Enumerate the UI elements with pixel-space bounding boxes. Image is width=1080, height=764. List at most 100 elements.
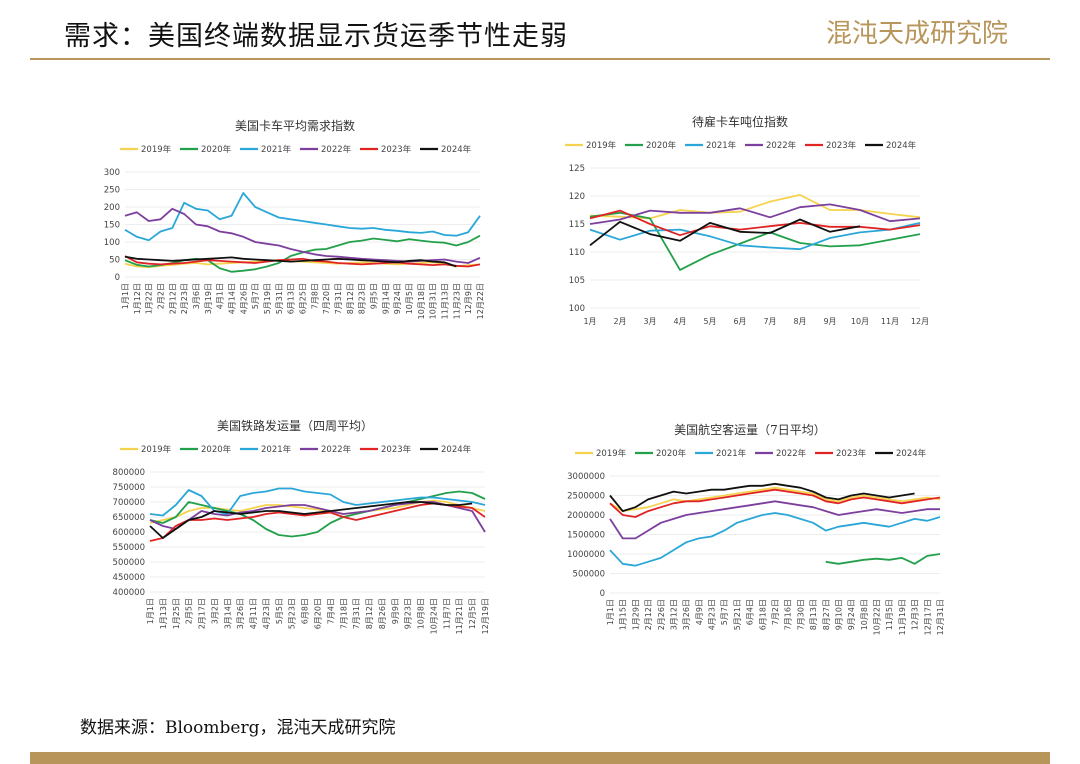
y-tick-label: 400000 xyxy=(113,588,145,598)
y-tick-label: 1500000 xyxy=(567,531,605,541)
y-tick-label: 800000 xyxy=(113,468,145,478)
legend-label: 2023年 xyxy=(826,140,857,151)
legend-label: 2023年 xyxy=(381,144,412,155)
series-line-2021年 xyxy=(149,487,486,517)
y-tick-label: 115 xyxy=(569,220,585,230)
y-tick-label: 125 xyxy=(569,164,585,174)
x-tick-label: 12月22日 xyxy=(476,283,485,319)
air-passenger-chart: 美国航空客运量（7日平均） 2019年 2020年 2021年 2022年 2023年 20… xyxy=(550,416,950,646)
y-tick-label: 105 xyxy=(569,276,585,286)
x-tick-label: 5月21日 xyxy=(733,599,742,630)
footer-bar xyxy=(30,752,1050,764)
brand-logo: 混沌天成研究院 xyxy=(826,19,1008,49)
x-tick-label: 3月12日 xyxy=(669,599,678,630)
series-line-2024年 xyxy=(609,482,915,512)
x-tick-label: 3月19日 xyxy=(204,283,213,314)
x-tick-label: 1月12日 xyxy=(133,283,142,314)
legend-label: 2020年 xyxy=(656,448,687,459)
x-tick-label: 5月23日 xyxy=(288,598,297,629)
chart-title: 美国航空客运量（7日平均） xyxy=(674,422,826,437)
page-title: 需求：美国终端数据显示货运季节性走弱 xyxy=(64,21,568,52)
y-tick-label: 2500000 xyxy=(567,492,605,502)
x-tick-label: 9月10日 xyxy=(834,599,843,630)
x-tick-label: 4月9日 xyxy=(695,599,704,625)
x-tick-label: 2月5日 xyxy=(185,598,194,624)
x-tick-label: 11月5日 xyxy=(885,599,894,630)
x-tick-label: 6月4日 xyxy=(746,599,755,625)
x-tick-label: 9月24日 xyxy=(847,599,856,630)
legend-label: 2022年 xyxy=(321,444,352,455)
y-tick-label: 110 xyxy=(569,248,585,258)
x-tick-label: 11月21日 xyxy=(455,598,464,634)
x-tick-label: 7月 xyxy=(763,317,776,326)
x-tick-label: 10月31日 xyxy=(429,283,438,319)
x-tick-label: 1月1日 xyxy=(146,598,155,624)
series-line-2020年 xyxy=(825,553,941,565)
x-tick-label: 1月1日 xyxy=(121,283,130,309)
x-tick-label: 8月 xyxy=(793,317,806,326)
series-line-2022年 xyxy=(589,203,921,225)
y-tick-label: 500000 xyxy=(573,570,605,580)
x-tick-label: 9月5日 xyxy=(370,283,379,309)
x-tick-label: 10月18日 xyxy=(417,283,426,319)
legend-label: 2019年 xyxy=(141,144,172,155)
y-tick-label: 600000 xyxy=(113,528,145,538)
x-tick-label: 3月26日 xyxy=(682,599,691,630)
x-tick-label: 3月 xyxy=(643,317,656,326)
x-tick-label: 2月26日 xyxy=(657,599,666,630)
chart-title: 待雇卡车吨位指数 xyxy=(692,114,788,129)
x-tick-label: 6月20日 xyxy=(314,598,323,629)
legend-label: 2020年 xyxy=(201,144,232,155)
legend-label: 2019年 xyxy=(586,140,617,151)
x-tick-label: 2月12日 xyxy=(644,599,653,630)
y-tick-label: 500000 xyxy=(113,558,145,568)
series-line-2024年 xyxy=(149,501,473,539)
legend-label: 2021年 xyxy=(716,448,747,459)
x-tick-label: 8月23日 xyxy=(358,283,367,314)
x-tick-label: 7月4日 xyxy=(326,598,335,624)
x-tick-label: 11月7日 xyxy=(442,598,451,629)
series-line-2019年 xyxy=(609,486,941,512)
header-divider xyxy=(30,58,1050,60)
truck-tonnage-chart: 待雇卡车吨位指数 2019年 2020年 2021年 2022年 2023年 2024年 12… xyxy=(540,108,940,338)
legend-label: 2022年 xyxy=(776,448,807,459)
x-tick-label: 12月 xyxy=(911,317,929,326)
x-tick-label: 1月29日 xyxy=(631,599,640,630)
series-line-2024年 xyxy=(124,255,457,268)
x-tick-label: 9月24日 xyxy=(393,283,402,314)
y-tick-label: 250 xyxy=(104,186,120,196)
series-line-2020年 xyxy=(124,234,481,273)
x-tick-label: 4月11日 xyxy=(249,598,258,629)
x-tick-label: 2月 xyxy=(613,317,626,326)
x-tick-label: 12月9日 xyxy=(464,283,473,314)
x-tick-label: 5月7日 xyxy=(251,283,260,309)
series-line-2020年 xyxy=(589,211,921,271)
y-tick-label: 100 xyxy=(104,238,120,248)
x-tick-label: 1月 xyxy=(583,317,596,326)
x-tick-label: 4月14日 xyxy=(228,283,237,314)
series-line-2022年 xyxy=(149,501,486,533)
x-tick-label: 2月17日 xyxy=(198,598,207,629)
x-tick-label: 6月13日 xyxy=(287,283,296,314)
legend-label: 2020年 xyxy=(646,140,677,151)
chart-title: 美国铁路发运量（四周平均） xyxy=(217,418,373,433)
x-tick-label: 10月8日 xyxy=(417,598,426,629)
legend-label: 2024年 xyxy=(886,140,917,151)
y-tick-label: 120 xyxy=(569,192,585,202)
y-tick-label: 650000 xyxy=(113,513,145,523)
x-tick-label: 1月13日 xyxy=(159,598,168,629)
source-note: 数据来源：Bloomberg，混沌天成研究院 xyxy=(80,718,396,738)
x-tick-label: 3月26日 xyxy=(236,598,245,629)
x-tick-label: 3月14日 xyxy=(223,598,232,629)
series-line-2023年 xyxy=(589,209,921,237)
x-tick-label: 2月23日 xyxy=(180,283,189,314)
x-tick-label: 7月20日 xyxy=(322,283,331,314)
legend-label: 2024年 xyxy=(441,444,472,455)
legend-label: 2024年 xyxy=(441,144,472,155)
legend-label: 2021年 xyxy=(706,140,737,151)
x-tick-label: 7月2日 xyxy=(771,599,780,625)
x-tick-label: 3月2日 xyxy=(210,598,219,624)
legend-label: 2024年 xyxy=(896,448,927,459)
y-tick-label: 0 xyxy=(115,273,120,283)
x-tick-label: 4月 xyxy=(673,317,686,326)
